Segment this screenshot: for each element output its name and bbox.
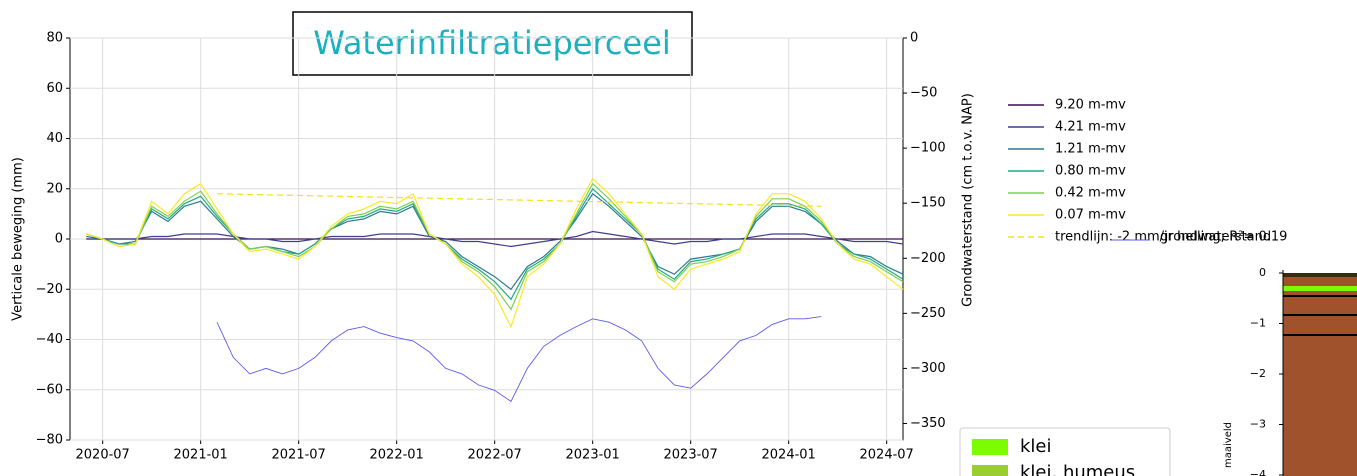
- legend-label: grondwaterstand: [1160, 230, 1271, 245]
- legend-label: 0.42 m-mv: [1055, 186, 1126, 201]
- y-tick-label: −40: [36, 332, 63, 347]
- series-line: [86, 182, 904, 311]
- y2-tick-label: −350: [910, 416, 946, 431]
- soil-legend-label: klei, humeus: [1020, 462, 1135, 476]
- series-line: [86, 177, 904, 329]
- inset-tick-label: −2: [1250, 367, 1266, 380]
- x-tick-label: 2023-01: [566, 448, 620, 463]
- soil-layer: [1283, 273, 1357, 277]
- y-tick-label: 80: [46, 31, 63, 46]
- soil-layer: [1283, 273, 1357, 476]
- legend-label: 0.80 m-mv: [1055, 164, 1126, 179]
- series-line: [86, 192, 904, 291]
- soil-swatch: [972, 439, 1008, 455]
- y2-tick-label: −200: [910, 251, 946, 266]
- x-tick-label: 2023-07: [664, 448, 718, 463]
- y2-tick-label: −150: [910, 196, 946, 211]
- soil-legend: [959, 427, 1171, 476]
- x-tick-label: 2024-07: [860, 448, 914, 463]
- soil-legend-label: klei: [1020, 436, 1052, 457]
- chart-title: Waterinfiltratieperceel: [313, 24, 671, 62]
- legend-label: trendlijn: -2 mm/jr helling; R²= 0.19: [1055, 230, 1287, 245]
- y-tick-label: −20: [36, 282, 63, 297]
- inset-tick-label: 0: [1259, 266, 1266, 279]
- y-tick-label: −60: [36, 382, 63, 397]
- y2-tick-label: −50: [910, 86, 937, 101]
- inset-tick-label: −3: [1250, 418, 1266, 431]
- soil-layer: [1283, 286, 1357, 291]
- y2-tick-label: −250: [910, 306, 946, 321]
- x-tick-label: 2022-07: [468, 448, 522, 463]
- y-axis-label: Verticale beweging (mm): [11, 157, 26, 321]
- series-line: [216, 193, 822, 207]
- title-box: [292, 11, 693, 76]
- x-tick-label: 2021-07: [272, 448, 326, 463]
- y-tick-label: −80: [36, 433, 63, 448]
- soil-swatch: [972, 465, 1008, 476]
- y2-axis-label: Grondwaterstand (cm t.o.v. NAP): [961, 93, 976, 307]
- inset-axis-label: maaiveld: [1223, 422, 1234, 468]
- legend-label: 1.21 m-mv: [1055, 142, 1126, 157]
- x-tick-label: 2020-07: [76, 448, 130, 463]
- series-line: [86, 230, 904, 248]
- inset-tick-label: −1: [1250, 317, 1266, 330]
- y-tick-label: 20: [46, 181, 63, 196]
- legend-label: 9.20 m-mv: [1055, 98, 1126, 113]
- inset-tick-label: −4: [1250, 468, 1266, 476]
- legend-label: 4.21 m-mv: [1055, 120, 1126, 135]
- x-tick-label: 2024-01: [762, 448, 816, 463]
- x-tick-label: 2022-01: [370, 448, 424, 463]
- y-tick-label: 40: [46, 131, 63, 146]
- y2-tick-label: 0: [910, 31, 918, 46]
- y-tick-label: 60: [46, 81, 63, 96]
- y2-tick-label: −300: [910, 361, 946, 376]
- y2-tick-label: −100: [910, 141, 946, 156]
- series-line: [216, 316, 822, 403]
- legend-label: 0.07 m-mv: [1055, 208, 1126, 223]
- series-line: [86, 187, 904, 301]
- y-tick-label: 0: [55, 232, 63, 247]
- x-tick-label: 2021-01: [174, 448, 228, 463]
- soil-profile: [1283, 273, 1357, 476]
